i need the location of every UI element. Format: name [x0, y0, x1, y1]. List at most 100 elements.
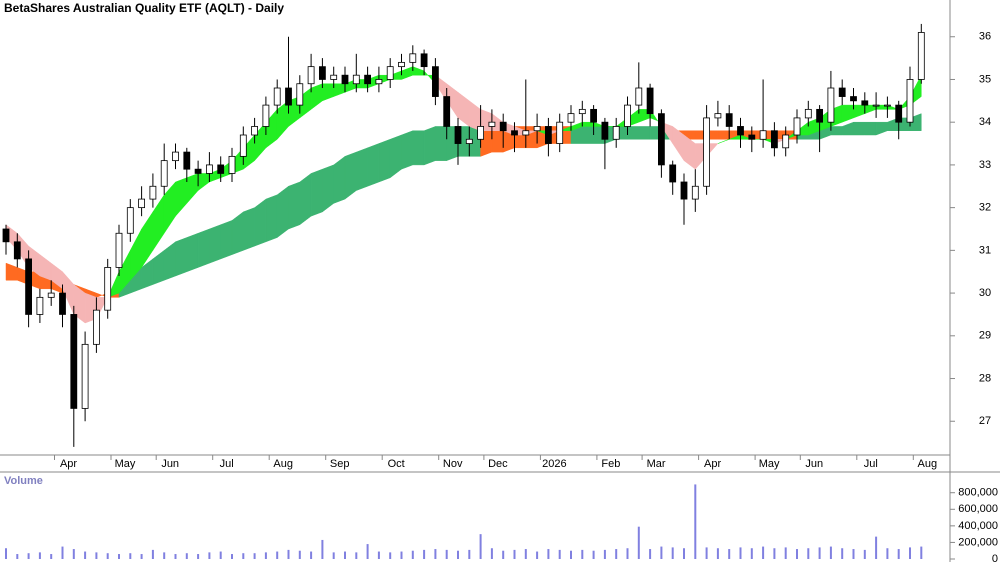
volume-bar — [558, 549, 561, 559]
volume-bar — [818, 547, 821, 559]
slow-band-segment — [875, 121, 888, 136]
volume-bar — [468, 549, 471, 559]
volume-bar — [61, 546, 64, 559]
volume-bar — [163, 552, 166, 559]
x-tick-label: Aug — [918, 458, 938, 470]
candle-body — [126, 207, 134, 234]
volume-bar — [524, 549, 527, 559]
volume-bar — [762, 546, 765, 559]
slow-band-segment — [864, 121, 877, 136]
slow-band-segment — [582, 126, 594, 144]
slow-band-segment — [378, 138, 391, 183]
x-tick-label: Jun — [805, 458, 823, 470]
candle-body — [59, 292, 66, 315]
candle-body — [850, 96, 857, 102]
candle-body — [285, 87, 292, 106]
candle-body — [81, 343, 89, 409]
bands — [5, 66, 922, 324]
candle-body — [578, 108, 586, 115]
candle-body — [104, 267, 112, 311]
volume-title: Volume — [4, 475, 43, 487]
slow-band-segment — [186, 232, 199, 273]
volume-bar — [411, 550, 414, 559]
x-tick-label: Apr — [704, 458, 721, 470]
volume-bar — [863, 549, 866, 559]
slow-band-segment — [389, 134, 402, 179]
volume-bar — [231, 554, 233, 559]
slow-band-segment — [717, 130, 730, 140]
candle-body — [296, 83, 304, 106]
candle-body — [217, 164, 225, 174]
volume-bar — [400, 551, 403, 559]
volume-bar — [829, 546, 832, 559]
fast-band-segment — [841, 104, 854, 123]
volume-bar — [841, 548, 844, 559]
slow-band-segment — [638, 126, 651, 140]
volume-bar — [27, 553, 30, 559]
candle-body — [273, 87, 281, 106]
slow-band-segment — [310, 168, 323, 217]
slow-band-segment — [412, 130, 425, 166]
x-tick-label: May — [759, 458, 780, 470]
slow-band-segment — [265, 194, 278, 243]
slow-band-segment — [322, 164, 334, 213]
candle-body — [601, 121, 609, 140]
y2-tick-label: 800,000 — [958, 487, 998, 499]
slow-band-segment — [163, 241, 176, 281]
volume-bar — [728, 549, 731, 559]
candle-body — [251, 126, 259, 136]
candle-body — [522, 130, 530, 136]
volume-bar — [140, 554, 143, 559]
y-tick-label: 36 — [979, 31, 991, 43]
candle-body — [737, 126, 744, 136]
x-tick-label: Aug — [273, 458, 293, 470]
volume-bar — [253, 553, 256, 559]
candle-body — [771, 130, 778, 149]
volume-bar — [377, 551, 380, 559]
candle-body — [838, 87, 846, 97]
slow-band-segment — [288, 181, 301, 230]
volume-bar — [603, 549, 606, 559]
volume-bar — [796, 549, 798, 559]
candle-body — [669, 164, 677, 183]
candle-body — [658, 113, 665, 166]
candle-body — [827, 87, 835, 123]
candle-body — [748, 134, 756, 140]
volume-bar — [355, 552, 358, 559]
slow-band-segment — [254, 198, 267, 247]
volume-bar — [920, 546, 923, 559]
volume-bar — [637, 526, 640, 559]
candle-body — [499, 121, 507, 132]
candle-body — [793, 117, 801, 136]
volume-bar — [321, 539, 324, 559]
candle-body — [872, 104, 880, 107]
axes: 27 28 29 30 31 32 33 34 35 36 0 200,000 400,000 600,0… — [54, 31, 998, 562]
candle-body — [228, 155, 236, 174]
y-tick-label: 33 — [979, 159, 991, 171]
slow-band-segment — [5, 262, 18, 281]
slow-band-segment — [333, 155, 346, 204]
slow-band-segment — [627, 126, 640, 140]
candle-body — [612, 126, 620, 140]
volume-bar — [739, 547, 742, 559]
y-tick-label: 34 — [979, 116, 991, 128]
fast-band-segment — [717, 139, 730, 144]
volume-bar — [445, 549, 448, 559]
x-tick-label: Jul — [220, 458, 234, 470]
slow-band-segment — [356, 147, 368, 191]
slow-band-segment — [220, 220, 233, 260]
volume-bar — [784, 547, 787, 559]
candle-body — [884, 104, 891, 107]
volume-bar — [5, 548, 7, 559]
y-tick-label: 30 — [979, 287, 991, 299]
volume-bar — [897, 549, 900, 559]
candle-body — [691, 185, 699, 200]
candle-body — [364, 74, 372, 85]
candle-body — [36, 296, 44, 315]
candle-body — [70, 314, 78, 409]
candle-body — [804, 108, 812, 119]
volume-bar — [750, 548, 753, 559]
slow-band-segment — [231, 211, 244, 255]
volume-bar — [886, 548, 889, 559]
candle-body — [714, 113, 722, 119]
